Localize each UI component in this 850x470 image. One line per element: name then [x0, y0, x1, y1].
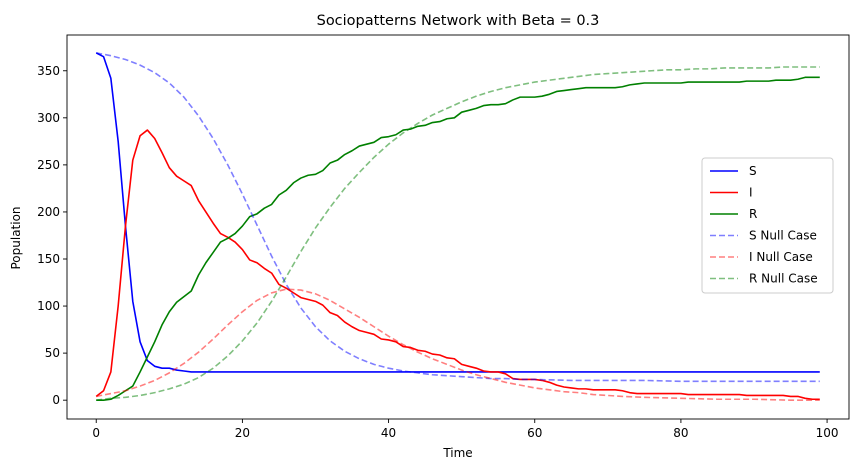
y-tick-label: 0 [52, 393, 60, 407]
x-tick-label: 0 [92, 426, 100, 440]
y-tick-label: 50 [45, 346, 60, 360]
series-line-r-null-case [96, 66, 820, 401]
x-tick-label: 20 [235, 426, 250, 440]
y-tick-label: 150 [37, 252, 60, 266]
chart-title: Sociopatterns Network with Beta = 0.3 [317, 13, 600, 29]
series-line-i [95, 129, 820, 401]
y-axis-label: Population [9, 206, 23, 269]
y-tick-label: 250 [37, 158, 60, 172]
y-tick-label: 100 [37, 299, 60, 313]
series-line-s-null-case [96, 52, 820, 383]
y-tick-label: 350 [37, 64, 60, 78]
x-tick-label: 100 [816, 426, 839, 440]
x-tick-label: 80 [673, 426, 688, 440]
legend-label: R [749, 207, 757, 221]
y-tick-label: 300 [37, 111, 60, 125]
series-line-s [95, 52, 820, 373]
legend-label: I [749, 186, 753, 200]
legend: SIR S Null Case I Null Case R Null Case [701, 157, 834, 294]
legend-label: S [749, 164, 757, 178]
y-tick-label: 200 [37, 205, 60, 219]
x-tick-label: 60 [527, 426, 542, 440]
legend-label: R Null Case [749, 272, 818, 286]
series-line-i-null-case [96, 288, 820, 401]
x-tick-label: 40 [381, 426, 396, 440]
axes-frame [66, 34, 850, 420]
series-line-r [96, 76, 820, 401]
plot-area: 0 20 40 60 80 100 0 50 100 150 200 250 300 350 [37, 34, 850, 440]
legend-label: S Null Case [749, 229, 817, 243]
x-axis-label: Time [442, 446, 472, 460]
legend-label: I Null Case [749, 250, 813, 264]
